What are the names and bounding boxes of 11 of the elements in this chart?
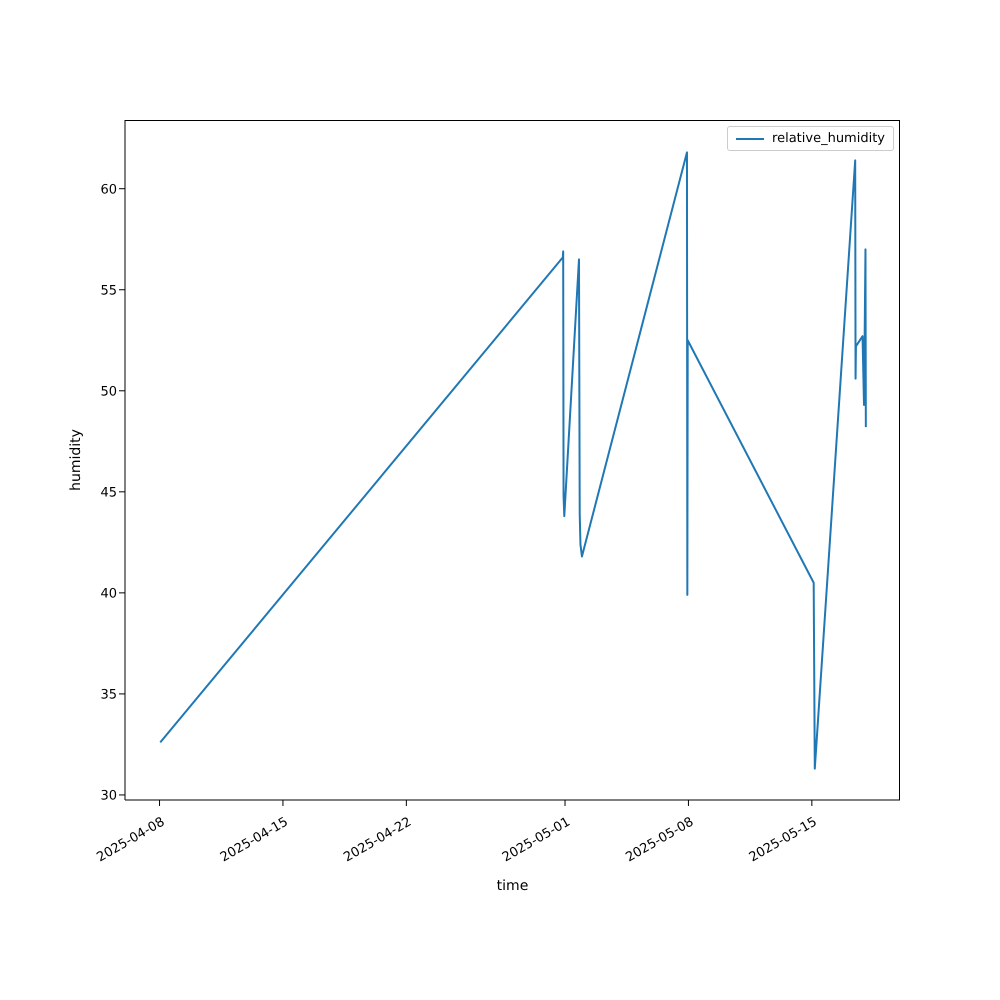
y-tick-label: 60 — [100, 182, 117, 198]
y-tick-label: 30 — [100, 788, 117, 804]
x-axis-title: time — [496, 878, 528, 894]
y-tick-label: 50 — [100, 384, 117, 400]
legend-label: relative_humidity — [772, 131, 885, 146]
y-tick-label: 35 — [100, 688, 117, 703]
y-tick-label: 55 — [100, 283, 117, 298]
y-tick-label: 40 — [100, 586, 117, 602]
line-series — [159, 151, 867, 770]
y-axis-title: humidity — [68, 429, 84, 491]
y-tick-label: 45 — [100, 485, 117, 500]
